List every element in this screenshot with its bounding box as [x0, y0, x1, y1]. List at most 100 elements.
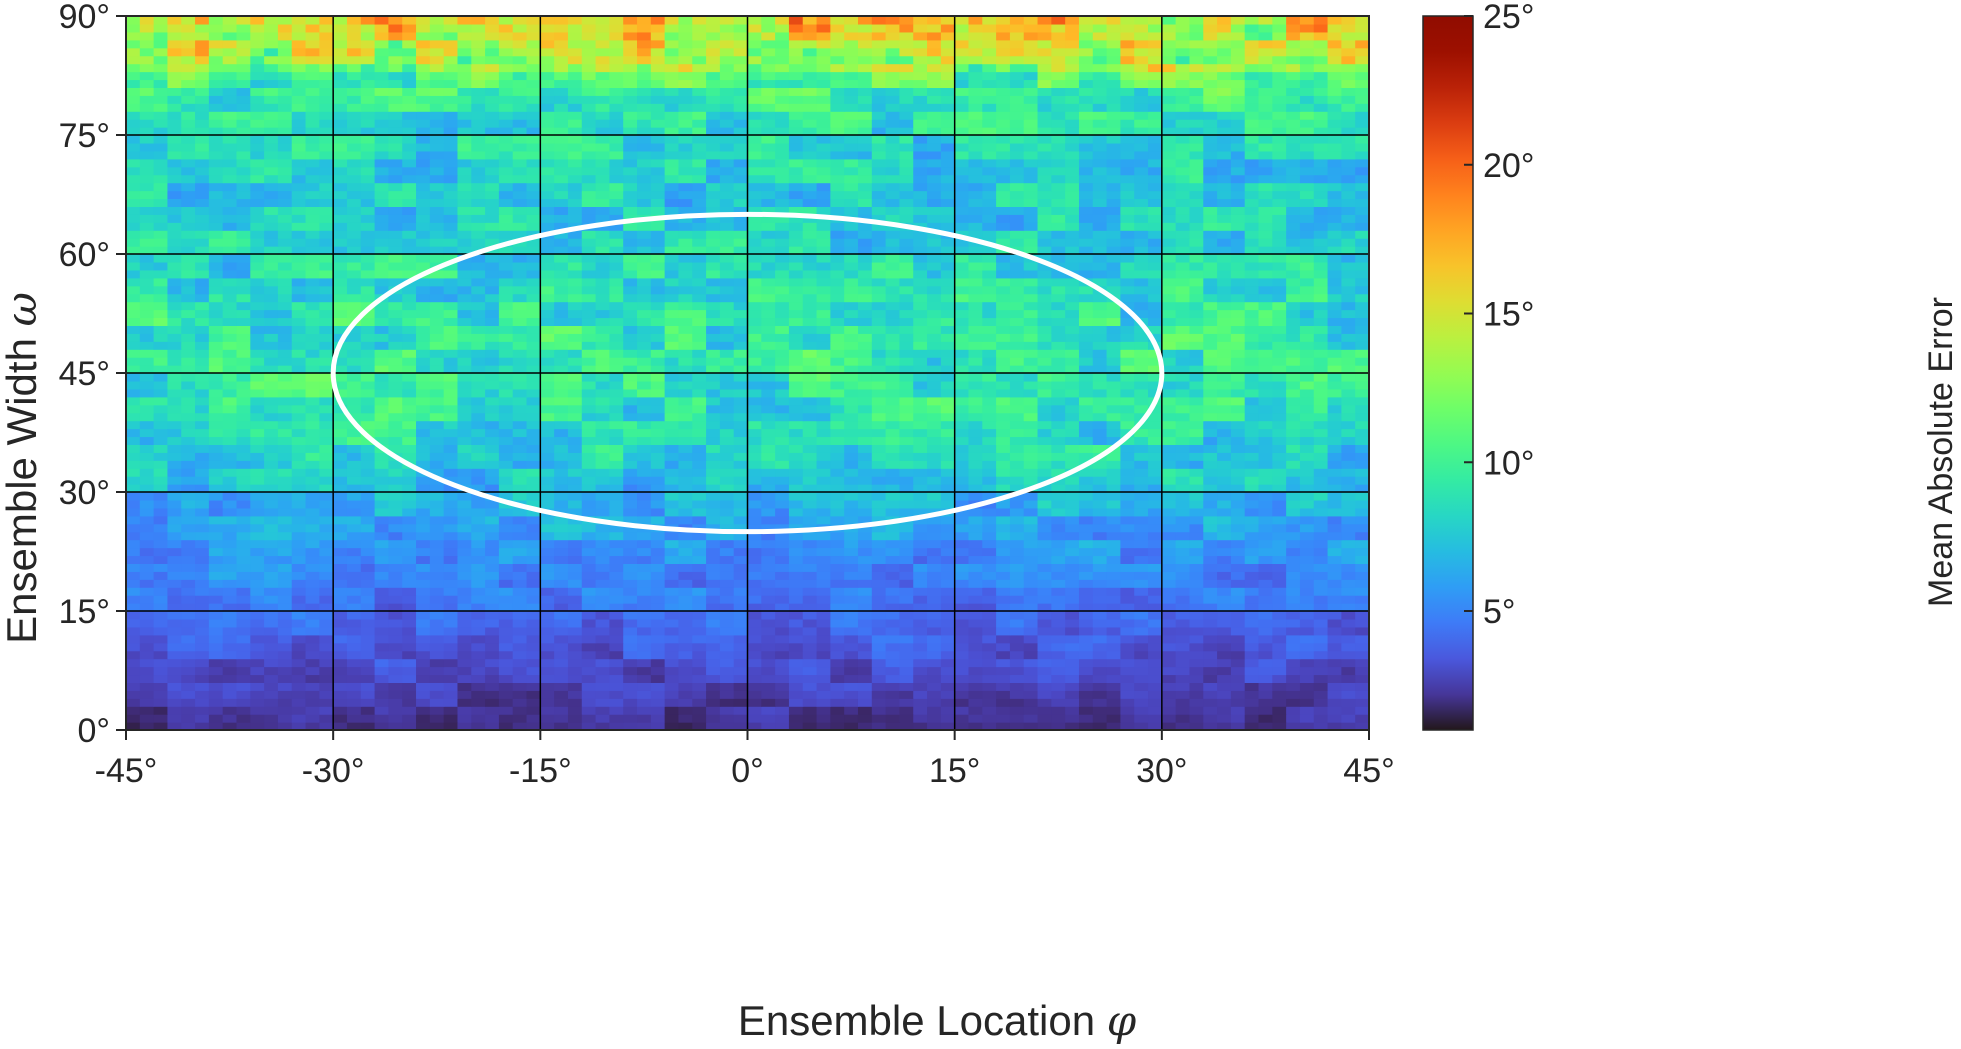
- heatmap-cell: [471, 404, 486, 414]
- heatmap-cell: [374, 412, 390, 422]
- heatmap-cell: [733, 515, 749, 525]
- heatmap-cell: [126, 539, 141, 549]
- heatmap-cell: [139, 658, 155, 668]
- heatmap-cell: [664, 563, 680, 572]
- heatmap-cell: [830, 642, 845, 652]
- heatmap-cell: [250, 539, 265, 549]
- heatmap-cell: [1106, 317, 1121, 326]
- heatmap-cell: [554, 460, 569, 469]
- heatmap-cell: [1106, 571, 1121, 580]
- heatmap-cell: [1092, 690, 1108, 699]
- heatmap-cell: [512, 587, 528, 596]
- heatmap-cell: [1092, 563, 1108, 572]
- heatmap-cell: [1009, 412, 1025, 422]
- heatmap-cell: [374, 507, 390, 517]
- heatmap-cell: [719, 634, 735, 644]
- heatmap-cell: [567, 587, 583, 596]
- heatmap-cell: [1327, 650, 1342, 660]
- heatmap-cell: [181, 714, 196, 723]
- heatmap-cell: [567, 650, 583, 660]
- heatmap-cell: [1051, 460, 1066, 469]
- heatmap-cell: [1203, 301, 1218, 311]
- heatmap-cell: [761, 714, 776, 723]
- heatmap-cell: [360, 436, 376, 445]
- heatmap-cell: [968, 634, 983, 644]
- heatmap-cell: [954, 706, 970, 715]
- heatmap-cell: [719, 436, 735, 445]
- heatmap-cell: [996, 531, 1011, 541]
- heatmap-cell: [816, 658, 831, 668]
- heatmap-cell: [1272, 618, 1287, 628]
- heatmap-cell: [139, 341, 155, 350]
- heatmap-cell: [719, 333, 735, 342]
- heatmap-cell: [319, 626, 334, 636]
- heatmap-cell: [1244, 547, 1260, 557]
- heatmap-cell: [236, 373, 251, 382]
- heatmap-cell: [802, 722, 818, 731]
- heatmap-cell: [195, 714, 210, 723]
- heatmap-cell: [1272, 317, 1287, 326]
- heatmap-cell: [996, 626, 1011, 636]
- heatmap-cell: [360, 499, 376, 509]
- heatmap-cell: [208, 563, 224, 572]
- heatmap-cell: [1023, 499, 1039, 509]
- heatmap-cell: [761, 618, 776, 628]
- heatmap-cell: [637, 650, 652, 660]
- heatmap-cell: [277, 690, 293, 699]
- heatmap-cell: [1120, 603, 1135, 612]
- heatmap-cell: [637, 579, 652, 588]
- heatmap-cell: [844, 404, 859, 414]
- heatmap-cell: [816, 690, 831, 699]
- heatmap-cell: [857, 357, 873, 366]
- heatmap-cell: [996, 317, 1011, 326]
- heatmap-cell: [443, 285, 459, 295]
- heatmap-cell: [540, 698, 555, 707]
- heatmap-cell: [1120, 706, 1135, 715]
- heatmap-cell: [788, 523, 804, 533]
- heatmap-cell: [402, 515, 417, 525]
- heatmap-cell: [802, 436, 818, 445]
- heatmap-cell: [360, 484, 376, 493]
- heatmap-cell: [222, 333, 238, 342]
- heatmap-cell: [1217, 388, 1232, 398]
- heatmap-cell: [416, 333, 431, 342]
- heatmap-cell: [637, 587, 652, 596]
- heatmap-cell: [802, 642, 818, 652]
- heatmap-cell: [733, 476, 749, 485]
- heatmap-cell: [857, 507, 873, 517]
- heatmap-cell: [1299, 476, 1315, 485]
- heatmap-cell: [567, 603, 583, 612]
- heatmap-cell: [678, 634, 693, 644]
- heatmap-cell: [1106, 666, 1121, 676]
- heatmap-cell: [816, 579, 831, 588]
- heatmap-cell: [927, 380, 942, 390]
- heatmap-cell: [264, 690, 279, 699]
- heatmap-cell: [857, 563, 873, 572]
- heatmap-cell: [1023, 349, 1039, 358]
- heatmap-cell: [167, 650, 182, 660]
- heatmap-cell: [443, 690, 459, 699]
- heatmap-cell: [885, 674, 901, 683]
- heatmap-cell: [1258, 412, 1273, 422]
- heatmap-cell: [512, 547, 528, 557]
- heatmap-cell: [927, 476, 942, 485]
- heatmap-cell: [844, 698, 859, 707]
- heatmap-cell: [554, 365, 569, 374]
- heatmap-cell: [1230, 722, 1246, 731]
- heatmap-cell: [1009, 436, 1025, 445]
- heatmap-cell: [940, 492, 956, 501]
- heatmap-cell: [1258, 404, 1273, 414]
- heatmap-cell: [1244, 690, 1260, 699]
- heatmap-cell: [443, 547, 459, 557]
- heatmap-cell: [1299, 706, 1315, 715]
- heatmap-cell: [346, 325, 362, 334]
- heatmap-cell: [554, 682, 569, 691]
- heatmap-cell: [733, 579, 749, 588]
- heatmap-cell: [1189, 618, 1204, 628]
- heatmap-cell: [1106, 380, 1121, 390]
- heatmap-cell: [457, 341, 472, 350]
- heatmap-cell: [1175, 523, 1191, 533]
- heatmap-cell: [236, 579, 251, 588]
- heatmap-cell: [1148, 476, 1163, 485]
- heatmap-cell: [1189, 523, 1204, 533]
